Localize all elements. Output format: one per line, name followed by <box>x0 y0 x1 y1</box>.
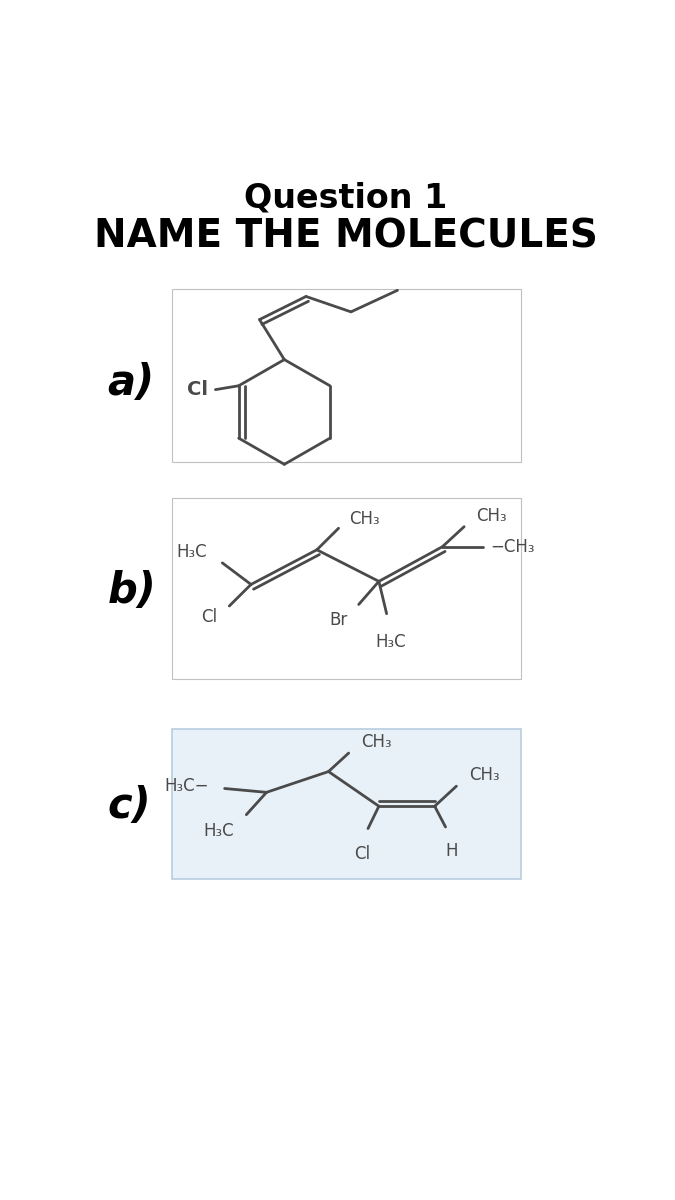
Text: Cl: Cl <box>354 845 370 863</box>
Text: NAME THE MOLECULES: NAME THE MOLECULES <box>94 217 597 256</box>
Text: b): b) <box>107 570 157 612</box>
Text: CH₃: CH₃ <box>477 506 507 524</box>
Text: H₃C: H₃C <box>203 822 234 840</box>
Text: H₃C: H₃C <box>176 544 207 562</box>
Bar <box>172 498 520 679</box>
Text: CH₃: CH₃ <box>468 767 500 785</box>
Text: Br: Br <box>329 611 348 629</box>
Bar <box>172 289 520 462</box>
Text: CH₃: CH₃ <box>361 733 391 751</box>
Bar <box>172 730 520 880</box>
Text: a): a) <box>107 361 155 403</box>
Text: Cl: Cl <box>187 380 208 400</box>
Text: H₃C−: H₃C− <box>165 778 209 796</box>
Text: H₃C: H₃C <box>375 632 406 650</box>
Text: Question 1: Question 1 <box>244 181 447 215</box>
Text: H: H <box>446 842 458 860</box>
Text: CH₃: CH₃ <box>350 510 380 528</box>
Text: −CH₃: −CH₃ <box>491 538 535 556</box>
Text: c): c) <box>107 785 151 827</box>
Text: Cl: Cl <box>200 607 217 625</box>
